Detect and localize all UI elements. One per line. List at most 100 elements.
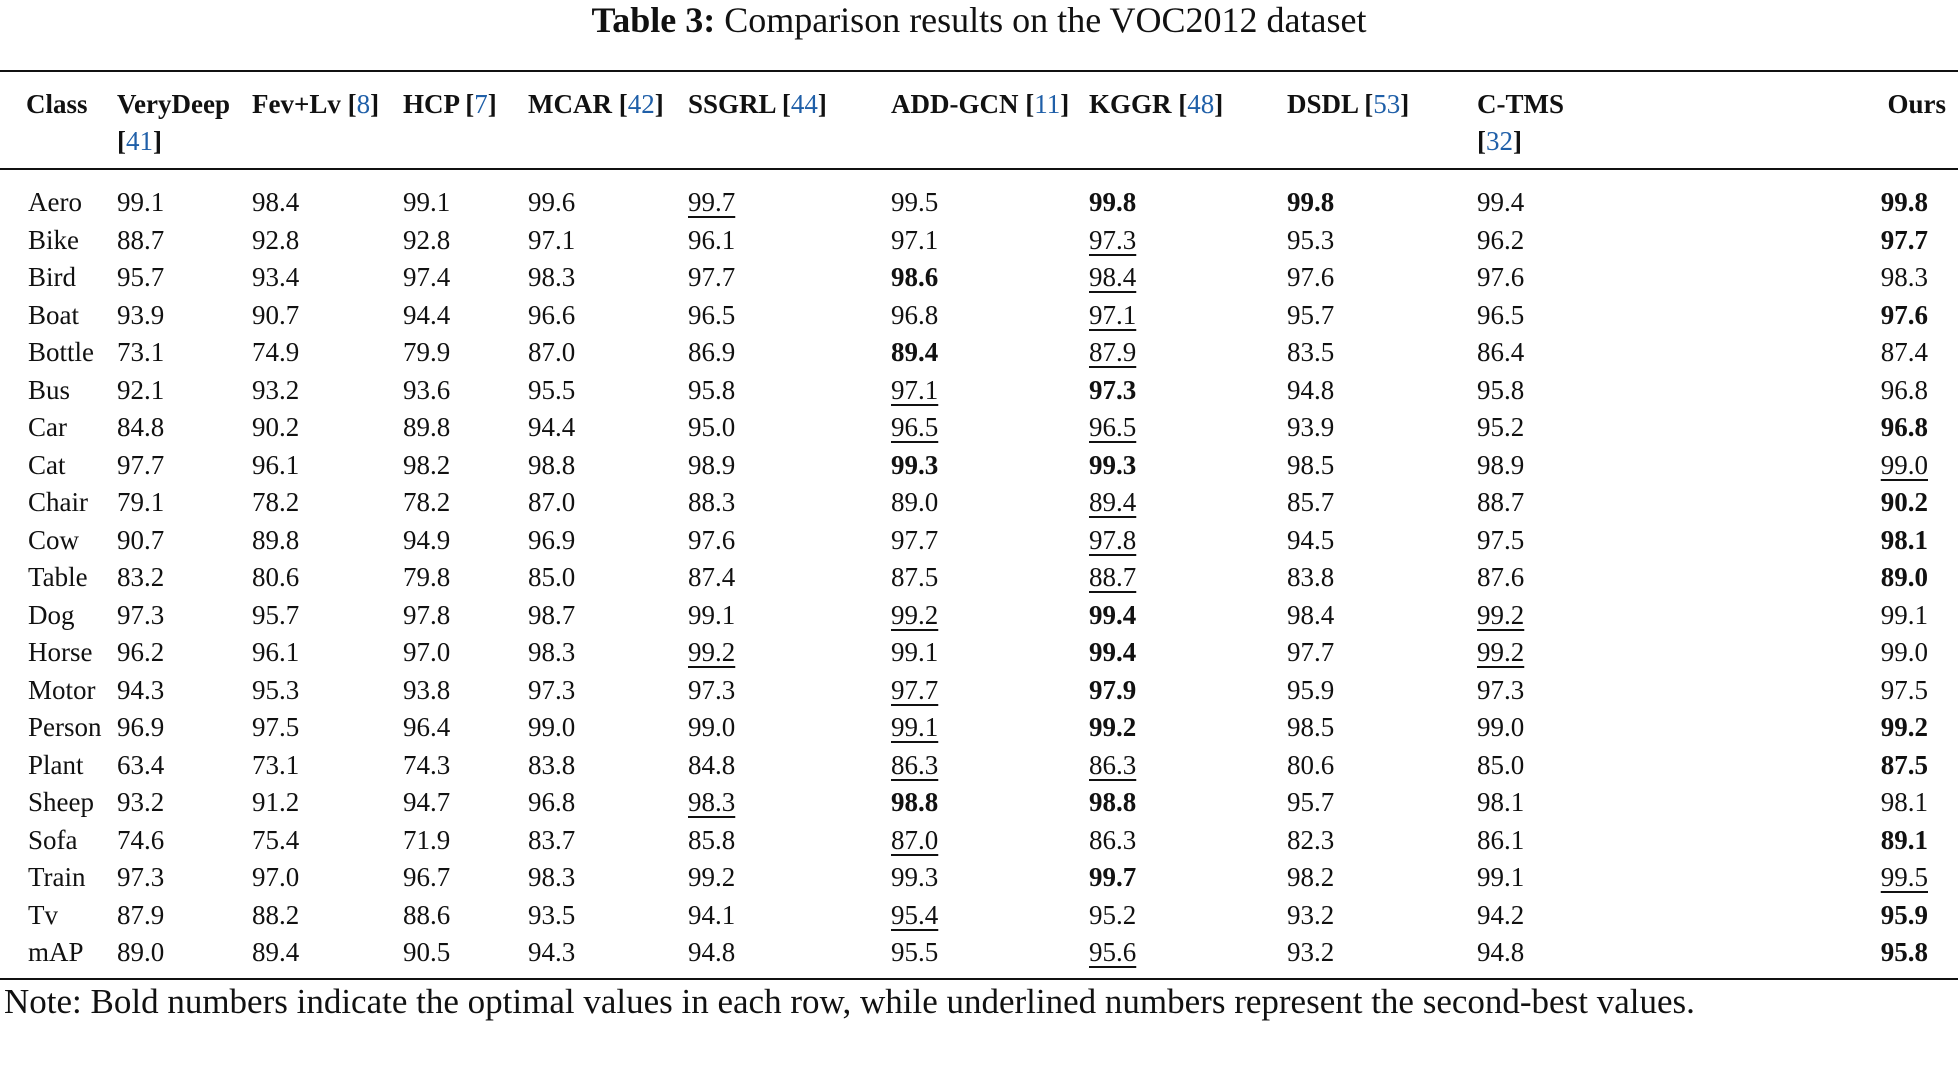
citation-link[interactable]: 11 — [1034, 89, 1061, 119]
table-cell: 93.8 — [403, 672, 528, 710]
cell-value: 99.0 — [1477, 712, 1525, 742]
citation-link[interactable]: 53 — [1373, 89, 1401, 119]
cell-value: 78.2 — [252, 487, 300, 517]
cell-value: 99.3 — [1089, 449, 1137, 480]
table-cell: 71.9 — [403, 822, 528, 860]
column-header-add-gcn: ADD-GCN [11] — [891, 71, 1089, 170]
table-cell: 86.3 — [1089, 747, 1287, 785]
table-cell: 99.1 — [1477, 859, 1662, 897]
row-class-label: Bottle — [28, 337, 94, 367]
citation-link[interactable]: 8 — [356, 89, 371, 119]
cell-value: 92.1 — [117, 374, 165, 405]
table-cell: 93.9 — [1287, 409, 1477, 447]
table-cell: 88.7 — [1477, 484, 1662, 522]
table-cell: 94.8 — [1477, 934, 1662, 979]
table-cell: 96.8 — [528, 784, 688, 822]
table-cell: 96.1 — [252, 634, 403, 672]
table-cell: 89.4 — [252, 934, 403, 979]
row-class-label: Tv — [28, 899, 58, 930]
cell-value: 98.3 — [528, 262, 576, 292]
cell-value: 85.8 — [688, 824, 736, 855]
cell-value: 86.1 — [1477, 824, 1525, 855]
cell-value: 97.1 — [891, 224, 939, 255]
table-cell: 95.0 — [688, 409, 891, 447]
cell-value: 93.2 — [252, 374, 300, 405]
cell-value: 97.5 — [252, 712, 300, 742]
citation-link[interactable]: 41 — [126, 126, 153, 156]
table-cell: 99.8 — [1662, 169, 1958, 222]
cell-value: 89.8 — [252, 524, 300, 555]
table-cell: 95.2 — [1089, 897, 1287, 935]
table-cell: 98.3 — [688, 784, 891, 822]
cell-value: 78.2 — [403, 487, 451, 517]
cell-value: 96.8 — [1880, 374, 1928, 405]
table-row: Train 97.3 97.0 96.7 98.3 99.2 99.3 99.7 98.2 99.… — [0, 859, 1958, 897]
table-cell: 87.6 — [1477, 559, 1662, 597]
caption-text: Comparison results on the VOC2012 datase… — [724, 0, 1367, 40]
cell-value: 97.7 — [891, 674, 939, 705]
cell-value: 83.5 — [1287, 337, 1335, 367]
cell-value: 96.6 — [528, 299, 576, 330]
citation-link[interactable]: 44 — [790, 89, 818, 119]
cell-value: 98.3 — [688, 787, 736, 817]
cell-value: 97.3 — [688, 674, 736, 705]
cell-value: 88.2 — [252, 899, 300, 930]
column-header-label: KGGR — [1089, 89, 1172, 119]
cell-value: 87.4 — [1880, 337, 1928, 367]
table-cell: 98.3 — [1662, 259, 1958, 297]
column-header-label: C-TMS — [1477, 89, 1564, 119]
table-row: Boat 93.9 90.7 94.4 96.6 96.5 96.8 97.1 95.7 96.5… — [0, 297, 1958, 335]
row-class-label: Dog — [28, 599, 75, 630]
cell-value: 79.8 — [403, 562, 451, 592]
cell-value: 99.7 — [688, 187, 736, 217]
table-cell: 93.9 — [117, 297, 252, 335]
cell-value: 90.5 — [403, 937, 451, 967]
cell-value: 93.4 — [252, 262, 300, 292]
table-cell: 94.5 — [1287, 522, 1477, 560]
cell-value: 94.3 — [528, 937, 576, 967]
table-cell: 89.4 — [891, 334, 1089, 372]
table-cell: 95.7 — [1287, 784, 1477, 822]
cell-value: 87.9 — [1089, 337, 1137, 367]
table-cell: 97.3 — [1089, 222, 1287, 260]
table-cell: 93.5 — [528, 897, 688, 935]
cell-value: 87.0 — [528, 487, 576, 517]
cell-value: 99.3 — [891, 862, 939, 892]
table-cell: 95.2 — [1477, 409, 1662, 447]
cell-value: 99.3 — [891, 449, 939, 480]
cell-value: 95.7 — [252, 599, 300, 630]
cell-value: 90.2 — [1880, 487, 1928, 517]
table-cell: 97.4 — [403, 259, 528, 297]
row-class-label: Bus — [28, 374, 71, 405]
table-cell: 96.6 — [528, 297, 688, 335]
row-class-label: Bike — [28, 224, 79, 255]
citation-link[interactable]: 42 — [627, 89, 655, 119]
citation-link[interactable]: 48 — [1187, 89, 1215, 119]
cell-value: 99.8 — [1287, 187, 1335, 217]
table-cell: 96.5 — [891, 409, 1089, 447]
table-row: Bird 95.7 93.4 97.4 98.3 97.7 98.6 98.4 97.6 97.6… — [0, 259, 1958, 297]
table-row: Table 83.2 80.6 79.8 85.0 87.4 87.5 88.7 83.8 87.… — [0, 559, 1958, 597]
citation-link[interactable]: 7 — [474, 89, 488, 119]
table-cell: 88.7 — [1089, 559, 1287, 597]
cell-value: 90.2 — [252, 412, 300, 442]
cell-value: 86.3 — [891, 749, 939, 780]
cell-value: 97.0 — [403, 637, 451, 667]
table-cell: 97.1 — [891, 372, 1089, 410]
cell-value: 93.2 — [1287, 937, 1335, 967]
cell-value: 93.2 — [117, 787, 165, 817]
table-cell: 99.1 — [688, 597, 891, 635]
cell-value: 85.7 — [1287, 487, 1335, 517]
table-cell: 85.0 — [528, 559, 688, 597]
table-cell: 97.7 — [891, 522, 1089, 560]
table-row: Car 84.8 90.2 89.8 94.4 95.0 96.5 96.5 93.9 95.2 9… — [0, 409, 1958, 447]
table-cell: 99.8 — [1287, 169, 1477, 222]
table-cell: 99.0 — [688, 709, 891, 747]
table-cell: 99.2 — [688, 634, 891, 672]
table-cell: 86.3 — [1089, 822, 1287, 860]
cell-value: 79.9 — [403, 337, 451, 367]
citation-link[interactable]: 32 — [1486, 126, 1513, 156]
cell-value: 99.2 — [688, 862, 736, 892]
table-row: Chair 79.1 78.2 78.2 87.0 88.3 89.0 89.4 85.7 88.… — [0, 484, 1958, 522]
cell-value: 71.9 — [403, 824, 451, 855]
